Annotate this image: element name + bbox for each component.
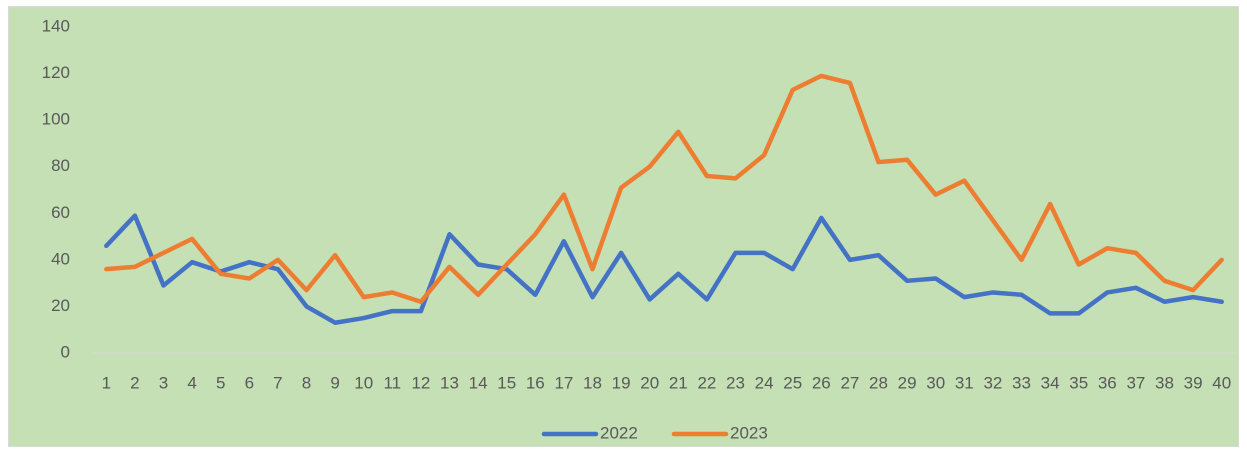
x-tick-label: 22 bbox=[697, 373, 716, 392]
x-tick-label: 7 bbox=[273, 373, 282, 392]
y-tick-label: 100 bbox=[42, 110, 70, 129]
x-tick-label: 17 bbox=[554, 373, 573, 392]
legend-label: 2023 bbox=[730, 423, 768, 442]
x-tick-label: 12 bbox=[411, 373, 430, 392]
x-tick-label: 28 bbox=[869, 373, 888, 392]
x-tick-label: 39 bbox=[1184, 373, 1203, 392]
x-tick-label: 14 bbox=[469, 373, 488, 392]
x-tick-label: 21 bbox=[669, 373, 688, 392]
x-tick-label: 5 bbox=[216, 373, 225, 392]
x-tick-label: 18 bbox=[583, 373, 602, 392]
x-tick-label: 33 bbox=[1012, 373, 1031, 392]
x-tick-label: 36 bbox=[1098, 373, 1117, 392]
x-tick-label: 19 bbox=[612, 373, 631, 392]
y-tick-label: 120 bbox=[42, 63, 70, 82]
x-tick-label: 11 bbox=[383, 373, 401, 392]
x-tick-label: 16 bbox=[526, 373, 545, 392]
x-tick-label: 32 bbox=[983, 373, 1002, 392]
x-tick-label: 15 bbox=[497, 373, 516, 392]
x-tick-label: 37 bbox=[1126, 373, 1145, 392]
x-tick-label: 38 bbox=[1155, 373, 1174, 392]
y-tick-label: 140 bbox=[42, 16, 70, 35]
x-tick-label: 27 bbox=[840, 373, 859, 392]
x-tick-label: 6 bbox=[245, 373, 254, 392]
x-tick-label: 20 bbox=[640, 373, 659, 392]
x-tick-label: 2 bbox=[130, 373, 139, 392]
x-tick-label: 40 bbox=[1212, 373, 1231, 392]
y-tick-label: 60 bbox=[51, 203, 70, 222]
x-tick-label: 26 bbox=[812, 373, 831, 392]
x-tick-label: 4 bbox=[187, 373, 196, 392]
x-tick-label: 13 bbox=[440, 373, 459, 392]
x-tick-label: 31 bbox=[955, 373, 974, 392]
x-tick-label: 23 bbox=[726, 373, 745, 392]
y-tick-label: 20 bbox=[51, 296, 70, 315]
chart-background bbox=[8, 6, 1239, 447]
x-tick-label: 29 bbox=[898, 373, 917, 392]
y-tick-label: 40 bbox=[51, 249, 70, 268]
y-tick-label: 80 bbox=[51, 156, 70, 175]
x-tick-label: 9 bbox=[330, 373, 339, 392]
x-tick-label: 10 bbox=[354, 373, 373, 392]
data-line bbox=[104, 73, 1224, 305]
x-tick-label: 1 bbox=[102, 373, 111, 392]
x-tick-label: 34 bbox=[1041, 373, 1060, 392]
legend-label: 2022 bbox=[600, 423, 638, 442]
x-tick-label: 25 bbox=[783, 373, 802, 392]
x-tick-label: 3 bbox=[159, 373, 168, 392]
x-tick-label: 24 bbox=[755, 373, 774, 392]
y-tick-label: 0 bbox=[61, 342, 70, 361]
data-line bbox=[104, 213, 1224, 325]
x-tick-label: 35 bbox=[1069, 373, 1088, 392]
x-tick-label: 8 bbox=[302, 373, 311, 392]
x-tick-label: 30 bbox=[926, 373, 945, 392]
